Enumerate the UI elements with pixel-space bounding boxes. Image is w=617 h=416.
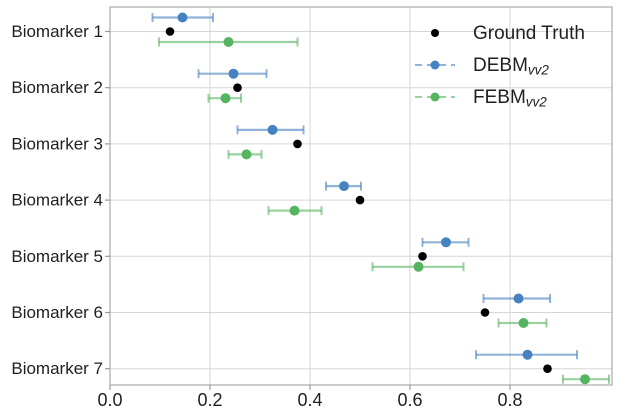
plot-border xyxy=(109,6,613,386)
legend-label: FEBMvv2 xyxy=(473,87,547,110)
data-point-dot xyxy=(241,149,252,160)
data-point-dot xyxy=(418,251,427,261)
data-point-dot xyxy=(289,205,300,216)
data-point-dot xyxy=(355,195,365,205)
data-point-dot xyxy=(293,139,302,149)
data-point-dot xyxy=(543,364,552,374)
legend-label: DEBMvv2 xyxy=(473,55,549,78)
x-tick-label: 0.4 xyxy=(297,390,322,410)
data-point-dot xyxy=(220,93,231,104)
data-point-dot xyxy=(233,83,242,92)
y-axis-category-label: Biomarker 3 xyxy=(11,134,103,153)
data-point-dot xyxy=(513,293,524,304)
x-tick-label: 0.8 xyxy=(497,390,522,410)
data-point-dot xyxy=(339,181,349,192)
y-axis-category-label: Biomarker 7 xyxy=(11,359,103,378)
data-point-dot xyxy=(518,318,529,328)
data-point-dot xyxy=(165,27,175,36)
data-point-dot xyxy=(441,237,451,248)
data-point-dot xyxy=(177,12,188,23)
legend-label: Ground Truth xyxy=(473,23,585,44)
data-point-dot xyxy=(267,124,278,135)
data-point-dot xyxy=(413,261,424,272)
y-axis-category-label: Biomarker 1 xyxy=(11,22,103,41)
data-point-dot xyxy=(228,68,239,79)
x-tick-label: 0.6 xyxy=(397,390,422,410)
legend-swatch-dot xyxy=(430,92,440,102)
y-axis-category-label: Biomarker 4 xyxy=(11,191,103,210)
y-axis-category-label: Biomarker 5 xyxy=(11,247,103,266)
x-tick-label: 0.2 xyxy=(197,390,222,410)
legend-swatch-dot xyxy=(430,60,440,70)
data-point-dot xyxy=(580,374,590,385)
data-point-dot xyxy=(522,349,533,360)
x-tick-label: 0.0 xyxy=(97,390,122,410)
data-point-dot xyxy=(480,308,490,317)
legend-swatch-dot xyxy=(431,29,439,37)
y-axis-category-label: Biomarker 2 xyxy=(11,78,103,97)
data-point-dot xyxy=(223,37,234,47)
y-axis-category-label: Biomarker 6 xyxy=(11,303,103,322)
